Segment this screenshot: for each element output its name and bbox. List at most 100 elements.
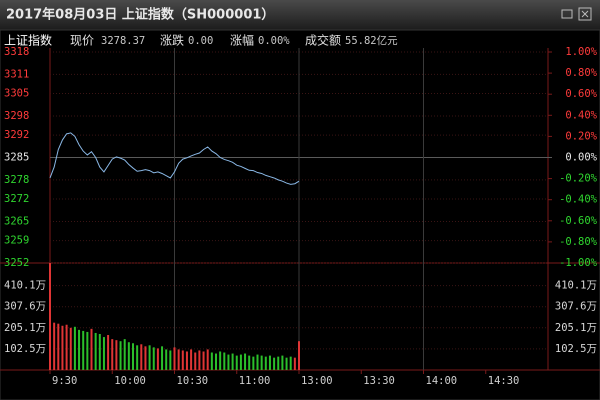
volume-bar bbox=[123, 339, 126, 370]
volume-bar bbox=[86, 331, 89, 370]
volume-bar bbox=[169, 350, 172, 370]
volume-bar bbox=[144, 346, 147, 370]
volume-tick-label: 102.5万 bbox=[555, 343, 597, 355]
info-value: 55.82亿元 bbox=[345, 34, 398, 47]
x-tick-label: 10:00 bbox=[114, 375, 146, 387]
volume-bar bbox=[148, 345, 151, 370]
y-tick-label: 3298 bbox=[4, 110, 29, 122]
y-tick-label: 3305 bbox=[4, 88, 29, 100]
restore-button[interactable] bbox=[561, 9, 573, 19]
volume-bar bbox=[165, 349, 168, 370]
volume-bar bbox=[210, 352, 213, 370]
volume-bar bbox=[127, 342, 130, 370]
volume-bar bbox=[277, 356, 280, 370]
volume-bar bbox=[173, 347, 176, 370]
volume-tick-label: 410.1万 bbox=[4, 280, 46, 292]
volume-bar bbox=[289, 356, 292, 370]
y2-tick-label: 0.40% bbox=[565, 109, 597, 121]
volume-tick-label: 205.1万 bbox=[4, 322, 46, 334]
volume-bar bbox=[94, 332, 97, 370]
y-tick-label: 3272 bbox=[4, 193, 29, 205]
y2-tick-label: 0.20% bbox=[565, 130, 597, 142]
volume-tick-label: 102.5万 bbox=[4, 343, 46, 355]
volume-bar bbox=[190, 349, 193, 370]
y-tick-label: 3285 bbox=[4, 152, 29, 164]
y2-tick-label: -1.00% bbox=[559, 257, 598, 269]
volume-bar bbox=[73, 326, 76, 370]
volume-bar bbox=[273, 357, 276, 370]
volume-bar bbox=[111, 339, 114, 370]
volume-bar bbox=[53, 322, 56, 370]
volume-bar bbox=[244, 353, 247, 370]
volume-bar bbox=[102, 337, 105, 370]
volume-bar bbox=[181, 350, 184, 370]
y-tick-label: 3278 bbox=[4, 174, 29, 186]
x-tick-label: 13:30 bbox=[363, 375, 395, 387]
close-button[interactable] bbox=[578, 7, 592, 21]
x-tick-label: 11:00 bbox=[239, 375, 271, 387]
x-tick-label: 13:00 bbox=[301, 375, 333, 387]
volume-bar bbox=[256, 354, 259, 370]
x-tick-label: 14:30 bbox=[488, 375, 520, 387]
volume-bar bbox=[260, 355, 263, 370]
restore-icon bbox=[561, 9, 573, 19]
volume-bar bbox=[227, 354, 230, 370]
volume-bar bbox=[119, 341, 122, 370]
volume-bar bbox=[252, 356, 255, 370]
volume-tick-label: 307.6万 bbox=[555, 301, 597, 313]
info-label: 成交额 bbox=[305, 33, 341, 48]
volume-bar bbox=[298, 341, 300, 370]
volume-bar bbox=[206, 349, 209, 370]
volume-bar bbox=[49, 263, 51, 370]
y-tick-label: 3292 bbox=[4, 129, 29, 141]
frame bbox=[0, 29, 600, 400]
info-label: 涨幅 bbox=[230, 33, 254, 48]
y-tick-label: 3318 bbox=[4, 46, 29, 58]
y2-tick-label: -0.60% bbox=[559, 215, 598, 227]
volume-bar bbox=[194, 352, 197, 370]
volume-bar bbox=[61, 325, 64, 370]
volume-bar bbox=[285, 357, 288, 370]
x-tick-label: 9:30 bbox=[52, 375, 77, 387]
volume-bar bbox=[65, 324, 68, 370]
volume-bar bbox=[264, 356, 267, 370]
volume-bar bbox=[82, 330, 85, 370]
volume-bar bbox=[231, 353, 234, 370]
volume-bar bbox=[152, 347, 155, 370]
volume-bar bbox=[223, 352, 226, 370]
volume-bar bbox=[177, 349, 180, 370]
volume-bar bbox=[248, 355, 251, 370]
info-value: 0.00 bbox=[188, 35, 213, 47]
title-bar bbox=[0, 0, 600, 30]
volume-tick-label: 410.1万 bbox=[555, 280, 597, 292]
volume-bar bbox=[140, 344, 143, 370]
volume-bar bbox=[219, 351, 222, 370]
volume-bar bbox=[78, 329, 81, 370]
y2-tick-label: -0.20% bbox=[559, 173, 598, 185]
info-label: 现价 bbox=[70, 34, 94, 48]
volume-bar bbox=[185, 351, 188, 370]
volume-tick-label: 307.6万 bbox=[4, 301, 46, 313]
y2-tick-label: -0.80% bbox=[559, 236, 598, 248]
volume-bar bbox=[107, 335, 110, 370]
info-label: 涨跌 bbox=[160, 33, 184, 48]
window-title: 2017年08月03日 上证指数（SH000001） bbox=[6, 7, 274, 23]
volume-bar bbox=[90, 328, 93, 370]
volume-bar bbox=[215, 353, 217, 370]
index-name: 上证指数 bbox=[4, 33, 52, 48]
volume-bar bbox=[69, 327, 72, 370]
x-tick-label: 10:30 bbox=[177, 375, 209, 387]
volume-bar bbox=[57, 323, 60, 370]
info-value: 0.00% bbox=[258, 35, 290, 47]
volume-bar bbox=[281, 355, 284, 370]
y2-tick-label: -0.40% bbox=[559, 194, 598, 206]
y-tick-label: 3265 bbox=[4, 215, 29, 227]
volume-bar bbox=[239, 354, 242, 370]
y-tick-label: 3252 bbox=[4, 257, 29, 269]
y2-tick-label: 0.00% bbox=[565, 152, 597, 164]
volume-bar bbox=[198, 350, 201, 370]
volume-bar bbox=[115, 340, 118, 370]
